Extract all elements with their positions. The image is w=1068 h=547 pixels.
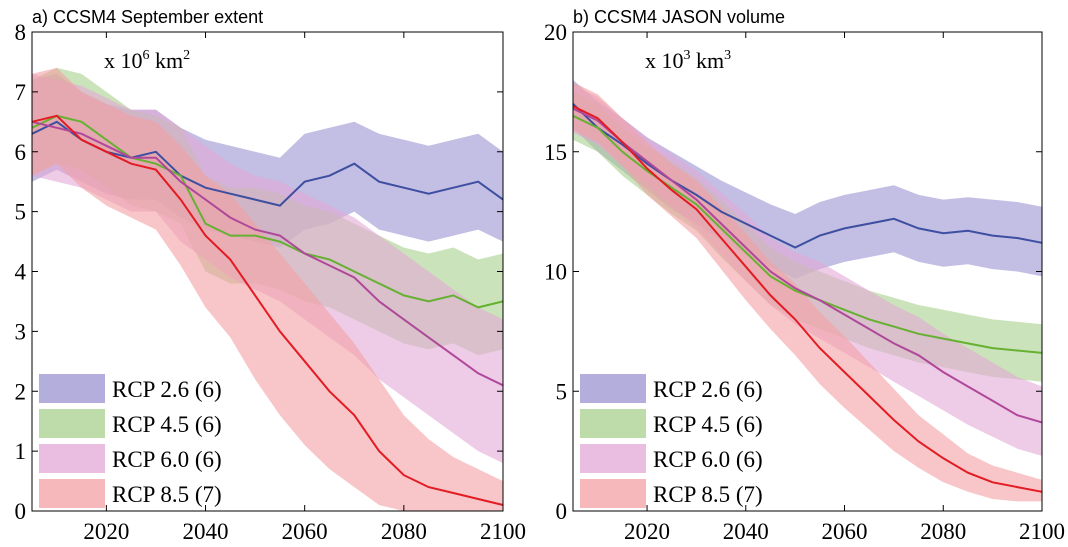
y-tick-label: 1 bbox=[15, 439, 27, 464]
legend-swatch-1 bbox=[39, 374, 105, 403]
series-line-2 bbox=[572, 114, 1043, 354]
series-line-4 bbox=[31, 114, 504, 506]
chart-panel-1: a) CCSM4 September extent 0 1 2 3 4 5 6 7 8 2020 20… bbox=[15, 7, 527, 544]
legend-swatch-2 bbox=[39, 409, 105, 438]
series-line-2 bbox=[31, 114, 504, 309]
legend-swatch-2 bbox=[580, 409, 646, 438]
x-tick-label: 2100 bbox=[1019, 519, 1065, 544]
y-tick-label: 8 bbox=[15, 20, 27, 45]
y-tick-label: 0 bbox=[556, 499, 568, 524]
x-tick-label: 2040 bbox=[723, 519, 769, 544]
legend-label-4: RCP 8.5 (7) bbox=[653, 482, 763, 507]
y-tick-label: 2 bbox=[15, 379, 27, 404]
series-line-1 bbox=[572, 103, 1043, 249]
series-band-4 bbox=[573, 82, 1042, 502]
x-tick-label: 2040 bbox=[183, 519, 229, 544]
legend-swatch-4 bbox=[39, 479, 105, 508]
legend-swatch-3 bbox=[580, 444, 646, 473]
series-line-3 bbox=[572, 107, 1043, 424]
y-tick-label: 7 bbox=[15, 80, 27, 105]
series-line-4 bbox=[572, 105, 1043, 493]
legend-swatch-4 bbox=[580, 479, 646, 508]
y-tick-label: 5 bbox=[15, 200, 27, 225]
y-tick-label: 10 bbox=[544, 260, 567, 285]
legend-label-4: RCP 8.5 (7) bbox=[112, 482, 222, 507]
series-band-4 bbox=[32, 67, 503, 512]
x-tick-label: 2080 bbox=[920, 519, 966, 544]
x-tick-label: 2080 bbox=[381, 519, 427, 544]
unit-label: x 103 km3 bbox=[645, 48, 731, 73]
unit-label: x 106 km2 bbox=[104, 48, 190, 73]
legend-swatch-1 bbox=[580, 374, 646, 403]
legend-label-2: RCP 4.5 (6) bbox=[653, 412, 763, 437]
y-tick-label: 15 bbox=[544, 140, 567, 165]
y-tick-label: 20 bbox=[544, 20, 567, 45]
x-tick-label: 2060 bbox=[282, 519, 328, 544]
chart-title: a) CCSM4 September extent bbox=[32, 7, 263, 27]
legend-label-3: RCP 6.0 (6) bbox=[653, 447, 763, 472]
x-tick-label: 2020 bbox=[83, 519, 129, 544]
series-line-3 bbox=[31, 120, 504, 387]
series-band-2 bbox=[573, 91, 1042, 382]
legend-label-2: RCP 4.5 (6) bbox=[112, 412, 222, 437]
legend-swatch-3 bbox=[39, 444, 105, 473]
x-tick-label: 2100 bbox=[480, 519, 526, 544]
y-tick-label: 6 bbox=[15, 140, 27, 165]
x-tick-label: 2060 bbox=[822, 519, 868, 544]
legend: RCP 2.6 (6) RCP 4.5 (6) RCP 6.0 (6) RCP 8.5… bbox=[39, 374, 222, 508]
legend-label-1: RCP 2.6 (6) bbox=[653, 377, 763, 402]
x-tick-label: 2020 bbox=[624, 519, 670, 544]
y-tick-label: 0 bbox=[15, 499, 27, 524]
legend: RCP 2.6 (6) RCP 4.5 (6) RCP 6.0 (6) RCP 8.5… bbox=[580, 374, 763, 508]
y-tick-label: 4 bbox=[15, 260, 27, 285]
chart-title: b) CCSM4 JASON volume bbox=[573, 7, 785, 27]
legend-label-1: RCP 2.6 (6) bbox=[112, 377, 222, 402]
legend-label-3: RCP 6.0 (6) bbox=[112, 447, 222, 472]
y-tick-label: 3 bbox=[15, 319, 27, 344]
y-tick-label: 5 bbox=[556, 379, 568, 404]
